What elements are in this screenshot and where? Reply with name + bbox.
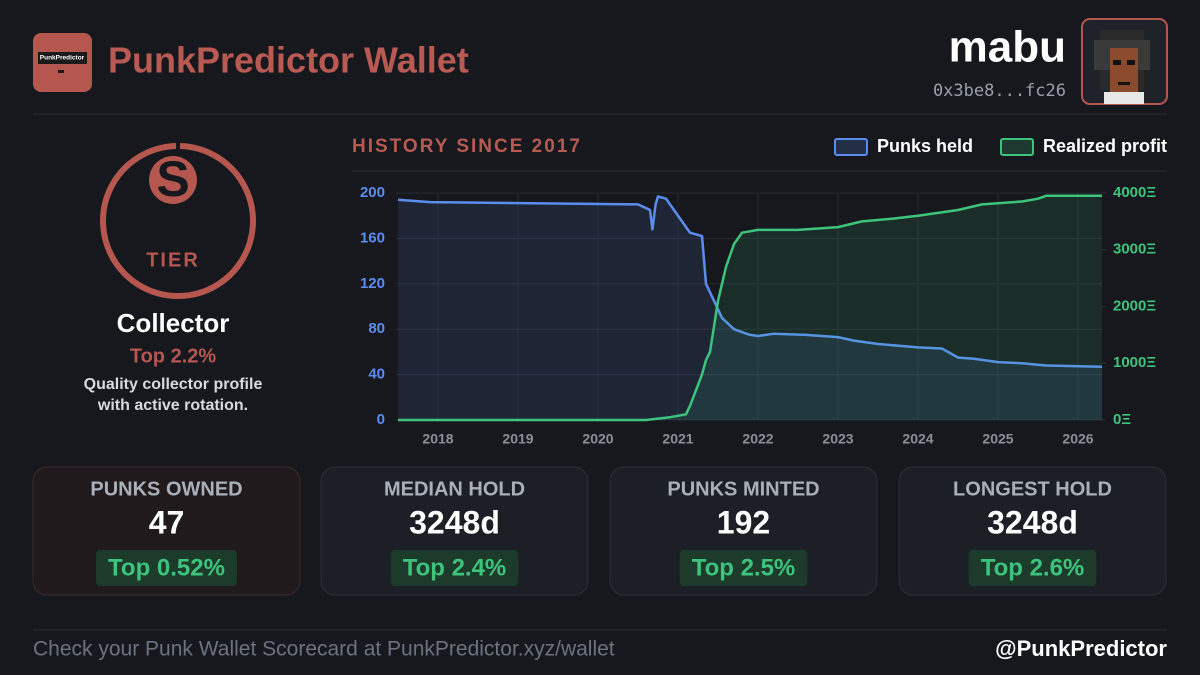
stat-value: 47	[149, 504, 185, 540]
y-tick-label: 200	[360, 184, 385, 201]
series-area	[398, 195, 1102, 420]
footer-handle: @PunkPredictor	[995, 636, 1167, 661]
stat-value: 192	[717, 504, 770, 540]
username: mabu	[949, 23, 1066, 72]
legend-label: Punks held	[877, 136, 973, 156]
rank-badge	[968, 550, 1097, 586]
tier-description: Quality collector profile	[84, 376, 263, 393]
series-line	[398, 194, 1102, 422]
x-tick-label: 2020	[582, 431, 613, 447]
stat-card	[320, 466, 589, 596]
tier-letter: S	[156, 151, 189, 207]
avatar-collar	[1104, 92, 1144, 104]
tier-badge	[149, 156, 197, 204]
y2-tick-label: 1000Ξ	[1113, 354, 1156, 371]
x-tick-label: 2026	[1062, 431, 1093, 447]
stat-rank: Top 2.6%	[981, 554, 1085, 581]
x-tick-label: 2019	[502, 431, 533, 447]
series-line	[397, 195, 1103, 368]
avatar-mouth	[1118, 82, 1130, 85]
y-tick-label: 0	[377, 411, 385, 428]
rank-badge	[96, 550, 237, 586]
legend-swatch	[999, 138, 1034, 156]
tier-rank: Top 2.2%	[130, 345, 217, 367]
footer-text: Check your Punk Wallet Scorecard at Punk…	[33, 638, 615, 661]
tier-description: with active rotation.	[97, 397, 248, 414]
x-tick-label: 2025	[982, 431, 1013, 447]
y2-tick-label: 0Ξ	[1113, 411, 1131, 428]
wallet-address: 0x3be8...fc26	[933, 81, 1066, 101]
x-tick-label: 2021	[662, 431, 693, 447]
avatar-eye	[1127, 60, 1135, 65]
stat-card	[898, 466, 1167, 596]
stat-rank: Top 2.4%	[403, 554, 507, 581]
stat-label: PUNKS MINTED	[667, 478, 819, 500]
y2-tick-label: 4000Ξ	[1113, 184, 1156, 201]
avatar-face	[1110, 48, 1138, 96]
tier-ring	[100, 143, 256, 299]
rank-badge	[679, 550, 808, 586]
y-tick-label: 80	[368, 320, 385, 337]
legend-label: Realized profit	[1043, 136, 1167, 156]
stat-value: 3248d	[409, 504, 500, 540]
x-tick-label: 2024	[902, 431, 933, 447]
x-tick-label: 2023	[822, 431, 853, 447]
stat-value: 3248d	[987, 504, 1078, 540]
stat-label: MEDIAN HOLD	[384, 478, 525, 500]
y-tick-label: 160	[360, 229, 385, 246]
stat-rank: Top 2.5%	[692, 554, 796, 581]
logo-band	[38, 52, 87, 64]
stat-card	[609, 466, 878, 596]
y-tick-label: 40	[368, 366, 385, 383]
avatar-eye	[1113, 60, 1121, 65]
logo-text: PunkPredictor	[40, 55, 85, 62]
x-tick-label: 2022	[742, 431, 773, 447]
chart-title: HISTORY SINCE 2017	[352, 136, 582, 157]
stat-label: LONGEST HOLD	[953, 478, 1112, 500]
page-title: PunkPredictor Wallet	[108, 40, 469, 81]
y2-tick-label: 2000Ξ	[1113, 297, 1156, 314]
stats: PUNKS OWNED 47 Top 0.52% MEDIAN HOLD 3248d To…	[90, 478, 1112, 586]
tier-label: TIER	[146, 249, 200, 271]
x-tick-label: 2018	[422, 431, 453, 447]
logo-mark	[58, 70, 64, 73]
legend-swatch	[833, 138, 868, 156]
y2-tick-label: 3000Ξ	[1113, 241, 1156, 258]
stat-label: PUNKS OWNED	[90, 478, 242, 500]
y-tick-label: 120	[360, 275, 385, 292]
rank-badge	[390, 550, 519, 586]
avatar	[1081, 18, 1168, 105]
stat-rank: Top 0.52%	[108, 554, 225, 581]
tier-name: Collector	[117, 308, 230, 338]
series-area	[398, 196, 1102, 420]
chart: 040801201602000Ξ1000Ξ2000Ξ3000Ξ4000Ξ2018…	[360, 136, 1167, 447]
